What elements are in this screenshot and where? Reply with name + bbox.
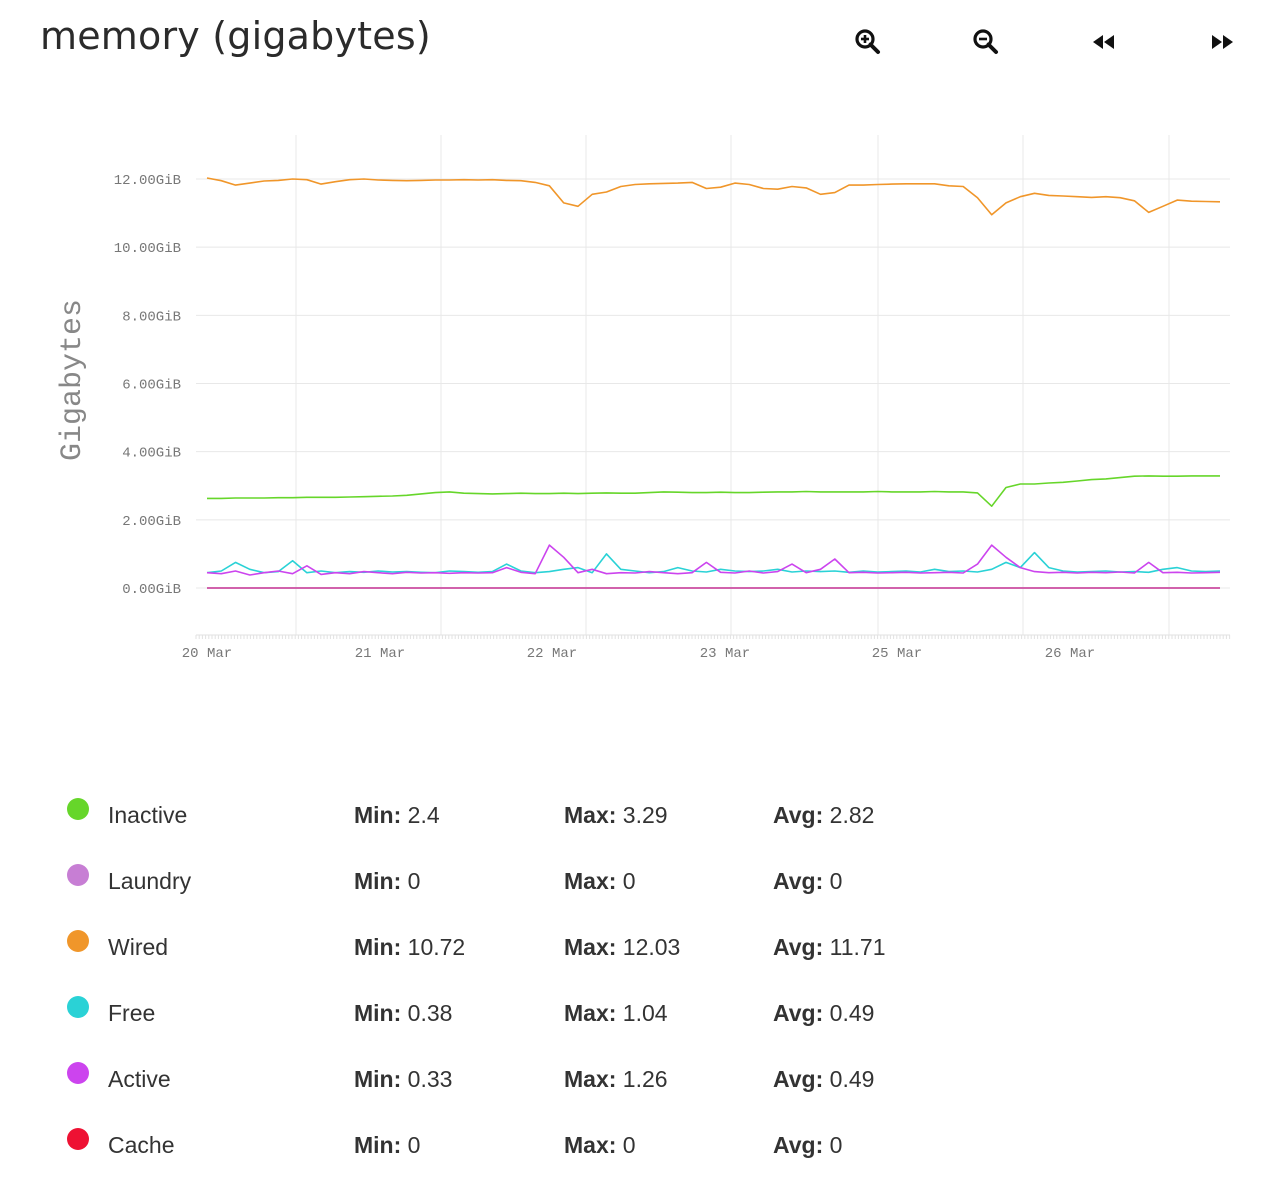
legend-series-name: Laundry <box>108 868 192 894</box>
legend-max-value: Max: 12.03 <box>564 934 681 960</box>
legend-avg-label: Avg: <box>773 868 824 894</box>
legend-max-label: Max: <box>564 1066 617 1092</box>
legend-min-label: Min: <box>354 802 402 828</box>
legend-color-dot <box>67 798 89 820</box>
legend-min-label: Min: <box>354 1066 402 1092</box>
legend-series-name: Cache <box>108 1132 175 1158</box>
legend-color-dot <box>67 1062 89 1084</box>
legend-min-value: Min: 0 <box>354 1132 421 1158</box>
legend-avg-label: Avg: <box>773 1066 824 1092</box>
series-line-wired <box>206 177 1221 216</box>
legend-item[interactable]: Cache Min: 0 Max: 0 Avg: 0 <box>0 1120 1000 1160</box>
zoom-out-icon <box>973 29 998 54</box>
legend-min-label: Min: <box>354 934 402 960</box>
legend-item[interactable]: Laundry Min: 0 Max: 0 Avg: 0 <box>0 856 1000 896</box>
rewind-icon <box>1093 35 1114 49</box>
x-tick-label: 23 Mar <box>700 646 750 662</box>
legend-color-dot <box>67 1128 89 1150</box>
legend-min-value: Min: 0.38 <box>354 1000 453 1026</box>
legend-item[interactable]: Inactive Min: 2.4 Max: 3.29 Avg: 2.82 <box>0 790 1000 830</box>
legend-avg-label: Avg: <box>773 934 824 960</box>
legend-max-value: Max: 0 <box>564 1132 636 1158</box>
y-tick-label: 10.00GiB <box>114 241 181 257</box>
legend-max-label: Max: <box>564 1000 617 1026</box>
page-title: memory (gigabytes) <box>40 14 431 58</box>
x-tick-label: 22 Mar <box>527 646 577 662</box>
legend-max-value: Max: 3.29 <box>564 802 668 828</box>
legend-item[interactable]: Free Min: 0.38 Max: 1.04 Avg: 0.49 <box>0 988 1000 1028</box>
legend-avg-value: Avg: 2.82 <box>773 802 875 828</box>
legend-avg-value: Avg: 0.49 <box>773 1000 875 1026</box>
y-tick-label: 0.00GiB <box>122 582 181 598</box>
legend-min-value: Min: 10.72 <box>354 934 466 960</box>
legend-min-value: Min: 2.4 <box>354 802 440 828</box>
zoom-out-button[interactable] <box>966 22 1006 62</box>
legend-series-name: Inactive <box>108 802 188 828</box>
y-tick-label: 2.00GiB <box>122 514 181 530</box>
legend-avg-value: Avg: 0 <box>773 1132 843 1158</box>
legend-max-label: Max: <box>564 1132 617 1158</box>
legend-color-dot <box>67 930 89 952</box>
y-tick-label: 4.00GiB <box>122 446 181 462</box>
legend-series-name: Active <box>108 1066 171 1092</box>
legend-max-value: Max: 0 <box>564 868 636 894</box>
legend-max-value: Max: 1.04 <box>564 1000 668 1026</box>
x-axis-ticks <box>195 634 1231 639</box>
legend-series-name: Wired <box>108 934 169 960</box>
legend-avg-value: Avg: 11.71 <box>773 934 886 960</box>
legend-max-label: Max: <box>564 934 617 960</box>
y-tick-label: 6.00GiB <box>122 378 181 394</box>
legend-min-value: Min: 0.33 <box>354 1066 453 1092</box>
zoom-in-icon <box>855 29 880 54</box>
legend-avg-label: Avg: <box>773 1132 824 1158</box>
legend-avg-value: Avg: 0 <box>773 868 843 894</box>
legend-item[interactable]: Active Min: 0.33 Max: 1.26 Avg: 0.49 <box>0 1054 1000 1094</box>
zoom-in-button[interactable] <box>848 22 888 62</box>
legend-max-label: Max: <box>564 802 617 828</box>
legend-series-name: Free <box>108 1000 156 1026</box>
legend-color-dot <box>67 864 89 886</box>
x-tick-label: 26 Mar <box>1045 646 1095 662</box>
legend-color-dot <box>67 996 89 1018</box>
x-tick-label: 20 Mar <box>182 646 232 662</box>
legend-max-value: Max: 1.26 <box>564 1066 668 1092</box>
fast-forward-button[interactable] <box>1202 22 1242 62</box>
y-tick-label: 12.00GiB <box>114 173 181 189</box>
chart-toolbar <box>0 22 1270 62</box>
rewind-button[interactable] <box>1084 22 1124 62</box>
y-tick-label: 8.00GiB <box>122 309 181 325</box>
legend-min-label: Min: <box>354 1000 402 1026</box>
legend-item[interactable]: Wired Min: 10.72 Max: 12.03 Avg: 11.71 <box>0 922 1000 962</box>
legend-min-label: Min: <box>354 868 402 894</box>
legend-max-label: Max: <box>564 868 617 894</box>
legend-min-value: Min: 0 <box>354 868 421 894</box>
series-line-free <box>206 551 1221 574</box>
x-tick-label: 25 Mar <box>872 646 922 662</box>
series-line-inactive <box>207 475 1220 508</box>
legend-avg-label: Avg: <box>773 1000 824 1026</box>
legend-avg-label: Avg: <box>773 802 824 828</box>
legend-min-label: Min: <box>354 1132 402 1158</box>
x-tick-label: 21 Mar <box>355 646 405 662</box>
legend-avg-value: Avg: 0.49 <box>773 1066 875 1092</box>
series-line-active <box>206 544 1221 576</box>
memory-chart[interactable]: 0.00GiB 2.00GiB 4.00GiB 6.00GiB 8.00GiB 10.00… <box>0 100 1270 680</box>
fast-forward-icon <box>1212 35 1233 49</box>
y-axis-label: Gigabytes <box>56 299 90 461</box>
